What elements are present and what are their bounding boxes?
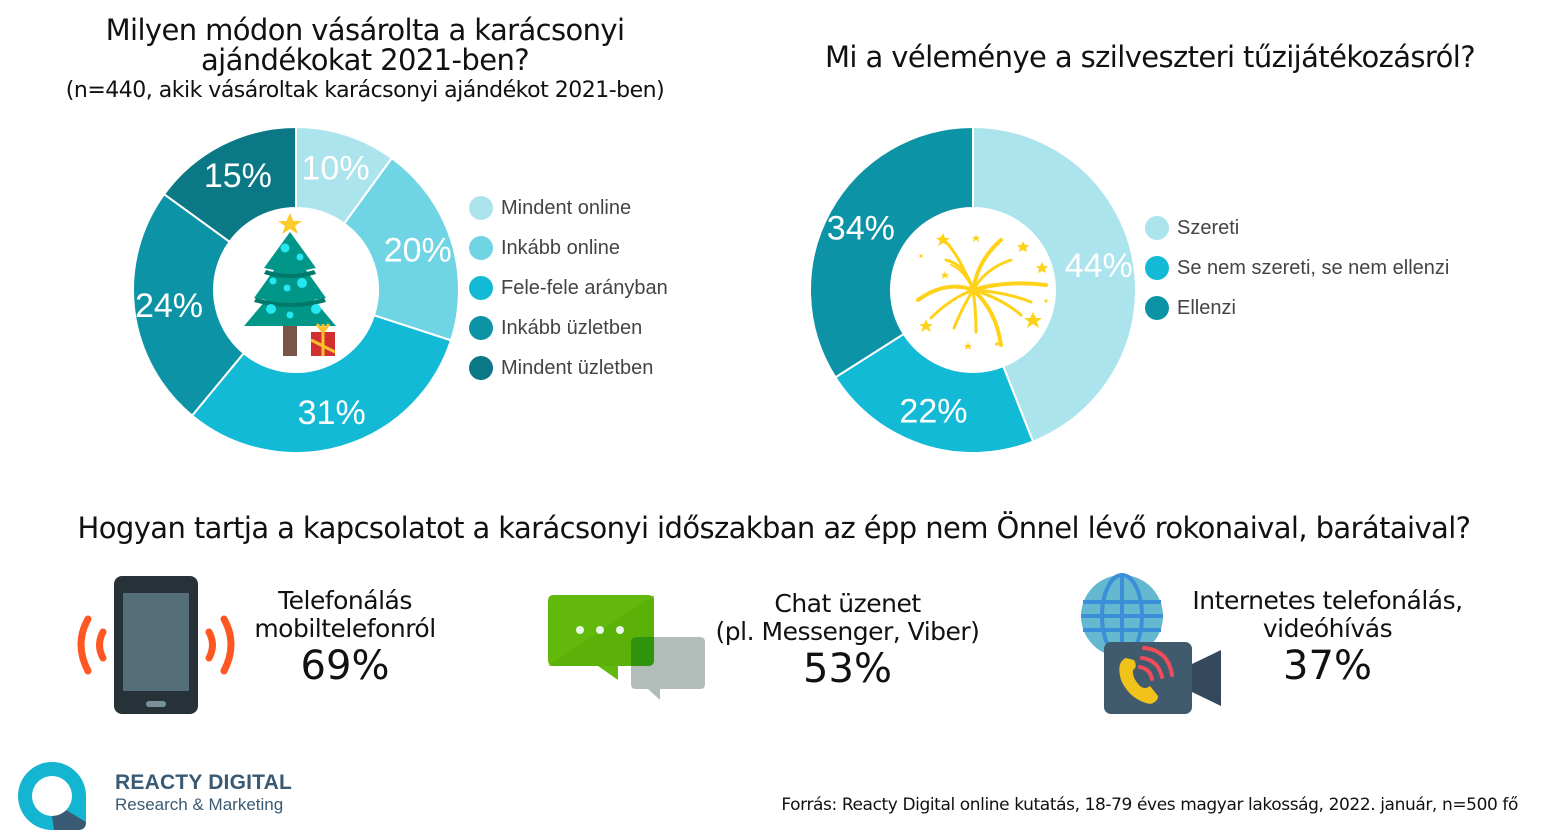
legend-item: Inkább online (469, 228, 668, 268)
reacty-logo-icon (18, 762, 86, 830)
data-label: 24% (135, 287, 203, 325)
data-label: 20% (384, 231, 452, 269)
chart1-title: Milyen módon vásárolta a karácsonyi aján… (60, 15, 670, 75)
legend-label: Inkább üzletben (501, 316, 643, 339)
legend-label: Mindent üzletben (501, 356, 654, 379)
data-label: 10% (302, 149, 370, 187)
data-label: 22% (899, 393, 967, 431)
legend-item: Mindent üzletben (469, 348, 668, 388)
legend-item: Szereti (1145, 208, 1449, 248)
brand-name: REACTY DIGITAL (115, 771, 293, 794)
legend-swatch (1145, 216, 1169, 240)
chart2-legend: Szereti Se nem szereti, se nem ellenzi E… (1145, 208, 1449, 328)
legend-swatch (469, 356, 493, 380)
legend-label: Szereti (1177, 216, 1240, 239)
legend-label: Mindent online (501, 196, 632, 219)
christmas-tree-icon (244, 213, 336, 356)
contact-item-value: 53% (803, 646, 892, 692)
legend-label: Inkább online (501, 236, 620, 259)
brand: REACTY DIGITAL Research & Marketing (115, 771, 292, 815)
donut-segment-2 (342, 156, 460, 342)
brand-tagline: Research & Marketing (115, 795, 284, 814)
legend-swatch (1145, 296, 1169, 320)
contact-item-label: videóhívás (1262, 614, 1393, 643)
chart1-title-line1: Milyen módon vásárolta a karácsonyi (105, 13, 625, 47)
chart1-donut: 10% 20% 31% 24% 15% (132, 125, 460, 454)
mobile-phone-icon (77, 576, 235, 714)
contact-item-label: Chat üzenet (774, 589, 921, 618)
legend-swatch (469, 236, 493, 260)
legend-label: Ellenzi (1177, 296, 1236, 319)
donut-segment-3 (190, 314, 453, 454)
legend-swatch (469, 276, 493, 300)
legend-swatch (469, 196, 493, 220)
contact-item-label: mobiltelefonról (254, 614, 436, 643)
video-call-icon (1081, 573, 1221, 714)
data-label: 44% (1065, 247, 1133, 285)
chart1-title-line2: ajándékokat 2021-ben? (200, 43, 530, 77)
contact-item-video: Internetes telefonálás, videóhívás 37% (1180, 586, 1475, 690)
chat-bubbles-icon (548, 595, 705, 700)
contact-title: Hogyan tartja a kapcsolatot a karácsonyi… (77, 511, 1472, 545)
donut-segment-5 (162, 125, 297, 244)
legend-item: Ellenzi (1145, 288, 1449, 328)
legend-swatch (1145, 256, 1169, 280)
legend-swatch (469, 316, 493, 340)
donut-segment-3 (809, 125, 974, 379)
donut-segment-1 (972, 125, 1137, 443)
legend-label: Fele-fele arányban (501, 276, 668, 299)
data-label: 15% (204, 157, 272, 195)
chart2-title: Mi a véleménye a szilveszteri tűzijátéko… (824, 40, 1476, 74)
data-label: 31% (298, 394, 366, 432)
chart2-donut: 44% 22% 34% (809, 125, 1137, 454)
chart1-legend: Mindent online Inkább online Fele-fele a… (469, 188, 668, 388)
fireworks-icon (916, 233, 1048, 350)
contact-item-value: 69% (300, 643, 390, 689)
legend-item: Mindent online (469, 188, 668, 228)
legend-item: Inkább üzletben (469, 308, 668, 348)
legend-item: Fele-fele arányban (469, 268, 668, 308)
donut-segment-2 (833, 332, 1035, 454)
data-label: 34% (827, 209, 895, 247)
contact-item-label: Internetes telefonálás, (1192, 586, 1463, 615)
legend-label: Se nem szereti, se nem ellenzi (1177, 256, 1450, 279)
contact-item-label: Telefonálás (278, 586, 412, 615)
donut-segment-4 (132, 192, 246, 418)
contact-item-label: (pl. Messenger, Viber) (715, 617, 980, 646)
contact-item-value: 37% (1283, 643, 1372, 689)
chart1-subtitle: (n=440, akik vásároltak karácsonyi ajánd… (65, 78, 665, 103)
contact-item-chat: Chat üzenet (pl. Messenger, Viber) 53% (705, 589, 990, 693)
source-note: Forrás: Reacty Digital online kutatás, 1… (781, 795, 1518, 815)
legend-item: Se nem szereti, se nem ellenzi (1145, 248, 1449, 288)
contact-item-phone: Telefonálás mobiltelefonról 69% (230, 586, 460, 690)
